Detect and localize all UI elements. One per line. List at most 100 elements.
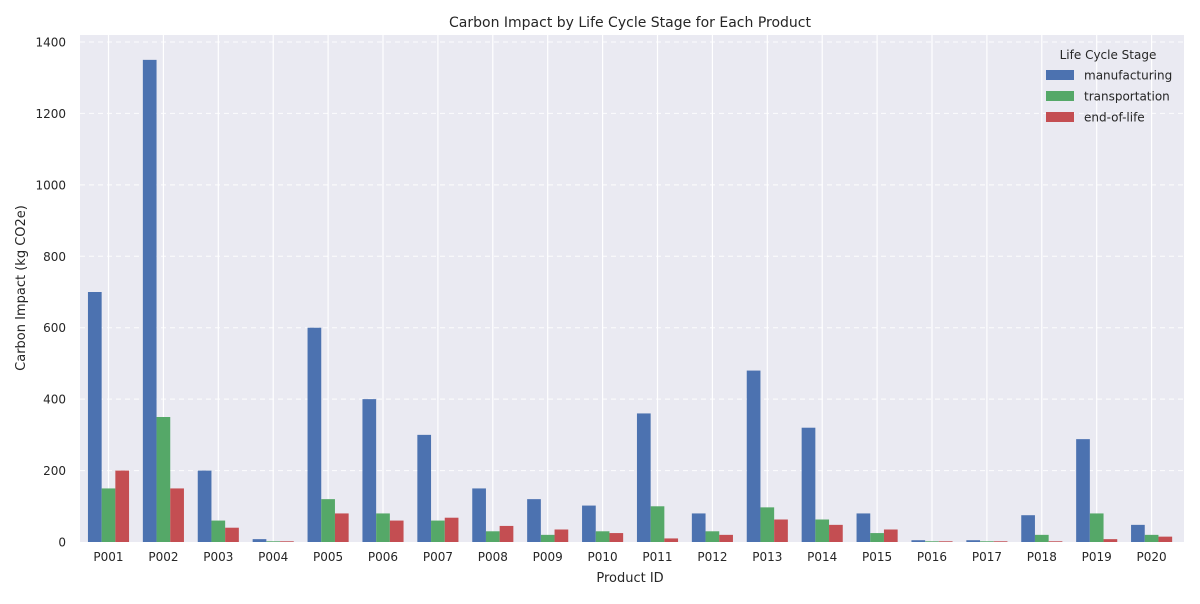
bar-transportation-P005	[321, 499, 335, 542]
y-tick-label: 0	[58, 536, 66, 550]
x-tick-label: P002	[148, 550, 178, 564]
x-tick-label: P019	[1082, 550, 1112, 564]
bar-end-of-life-P013	[774, 519, 788, 542]
bar-transportation-P001	[101, 488, 116, 542]
bar-end-of-life-P012	[719, 534, 733, 542]
x-tick-label: P020	[1137, 550, 1167, 564]
bar-manufacturing-P007	[417, 434, 432, 542]
bar-transportation-P008	[485, 531, 500, 542]
chart-title: Carbon Impact by Life Cycle Stage for Ea…	[449, 15, 811, 31]
bar-end-of-life-P005	[334, 513, 349, 542]
bar-transportation-P018	[1034, 534, 1049, 542]
y-tick-label: 600	[43, 321, 66, 335]
bar-end-of-life-P011	[664, 538, 679, 542]
x-tick-label: P017	[972, 550, 1002, 564]
bar-manufacturing-P001	[87, 292, 102, 542]
legend-label-end-of-life: end-of-life	[1084, 111, 1145, 125]
x-tick-label: P007	[423, 550, 453, 564]
bar-end-of-life-P017	[993, 541, 1008, 542]
bar-end-of-life-P004	[280, 541, 294, 542]
y-tick-label: 1400	[35, 36, 66, 50]
bar-end-of-life-P019	[1103, 539, 1118, 542]
x-tick-label: P011	[642, 550, 672, 564]
legend-label-transportation: transportation	[1084, 90, 1170, 104]
bar-manufacturing-P020	[1131, 524, 1145, 542]
legend-items: manufacturing transportation end-of-life	[1046, 69, 1172, 125]
bar-manufacturing-P010	[582, 505, 596, 542]
x-axis-label: Product ID	[596, 571, 663, 586]
x-tick-label: P014	[807, 550, 837, 564]
bar-manufacturing-P019	[1076, 439, 1090, 542]
bar-transportation-P006	[376, 513, 390, 542]
y-tick-label: 1200	[35, 107, 66, 121]
bar-manufacturing-P003	[197, 470, 212, 542]
bar-end-of-life-P006	[389, 520, 404, 542]
bar-manufacturing-P012	[691, 513, 706, 542]
plot-background	[80, 35, 1184, 542]
x-tick-label: P012	[697, 550, 727, 564]
bar-transportation-P003	[211, 520, 226, 542]
bar-end-of-life-P009	[554, 529, 569, 542]
bar-transportation-P011	[650, 506, 665, 542]
bar-end-of-life-P002	[170, 488, 184, 542]
bar-end-of-life-P001	[115, 470, 130, 542]
y-tick-label: 1000	[35, 178, 66, 192]
x-tick-label: P003	[203, 550, 233, 564]
bar-transportation-P019	[1089, 513, 1104, 542]
bar-end-of-life-P007	[444, 517, 459, 542]
x-tick-label: P018	[1027, 550, 1057, 564]
bar-manufacturing-P017	[966, 540, 981, 542]
x-tick-label: P015	[862, 550, 892, 564]
bar-manufacturing-P013	[746, 370, 761, 542]
bar-end-of-life-P018	[1048, 541, 1063, 542]
x-tick-labels: P001 P002 P003 P004 P005 P006 P007 P008 P009 P010…	[93, 550, 1166, 564]
legend-swatch-end-of-life	[1046, 112, 1074, 122]
y-tick-labels: 0 200 400 600 800 1000 1200 1400	[35, 36, 66, 550]
grid-lines	[80, 35, 1184, 542]
bar-manufacturing-P006	[362, 399, 377, 542]
bar-manufacturing-P011	[636, 413, 651, 542]
x-tick-label: P009	[533, 550, 563, 564]
x-tick-label: P004	[258, 550, 288, 564]
y-tick-label: 800	[43, 250, 66, 264]
legend-swatch-transportation	[1046, 91, 1074, 101]
x-tick-label: P010	[588, 550, 618, 564]
y-axis-label: Carbon Impact (kg CO2e)	[14, 205, 29, 371]
bar-transportation-P013	[760, 507, 775, 542]
bar-manufacturing-P014	[801, 427, 816, 542]
bar-transportation-P002	[156, 417, 171, 542]
bar-manufacturing-P004	[252, 539, 267, 542]
legend-label-manufacturing: manufacturing	[1084, 69, 1172, 83]
bar-transportation-P010	[595, 531, 610, 542]
bar-transportation-P015	[870, 533, 884, 542]
bars	[87, 59, 1173, 543]
bar-transportation-P017	[980, 541, 994, 542]
bar-end-of-life-P016	[938, 541, 953, 542]
y-tick-label: 400	[43, 393, 66, 407]
bar-manufacturing-P002	[142, 59, 157, 543]
bar-end-of-life-P020	[1158, 536, 1173, 542]
x-tick-label: P013	[752, 550, 782, 564]
bar-manufacturing-P016	[911, 540, 926, 542]
bar-manufacturing-P009	[527, 499, 541, 542]
bar-manufacturing-P015	[856, 513, 871, 542]
bar-end-of-life-P015	[883, 529, 898, 542]
legend: Life Cycle Stage manufacturing transporta…	[1046, 48, 1172, 125]
bar-transportation-P012	[705, 531, 720, 542]
bar-transportation-P009	[540, 534, 555, 542]
bar-transportation-P014	[815, 519, 830, 542]
bar-transportation-P007	[431, 520, 445, 542]
bar-manufacturing-P005	[307, 327, 322, 542]
bar-transportation-P020	[1144, 534, 1159, 542]
legend-title: Life Cycle Stage	[1060, 48, 1157, 62]
x-tick-label: P016	[917, 550, 947, 564]
y-tick-label: 200	[43, 464, 66, 478]
x-tick-label: P006	[368, 550, 398, 564]
bar-end-of-life-P008	[499, 525, 514, 542]
legend-swatch-manufacturing	[1046, 70, 1074, 80]
bar-end-of-life-P014	[829, 524, 843, 542]
bar-manufacturing-P008	[472, 488, 486, 542]
x-tick-label: P008	[478, 550, 508, 564]
bar-transportation-P016	[925, 541, 939, 542]
